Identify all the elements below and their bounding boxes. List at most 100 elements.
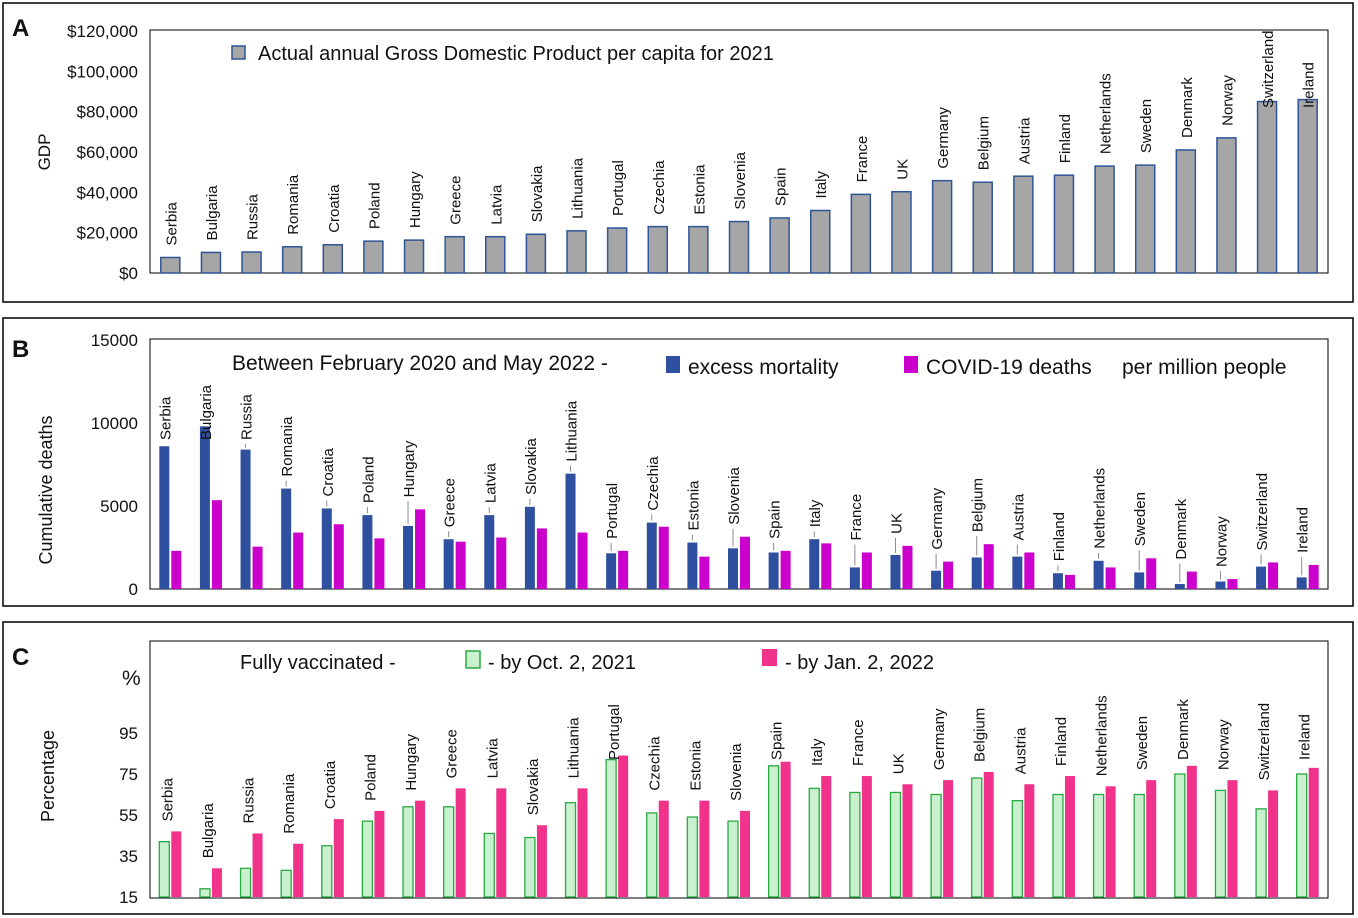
panel-b-legend-label-excess: excess mortality — [688, 356, 839, 379]
panel-a-label-serbia: Serbia — [163, 201, 180, 245]
vaccinated-oct-2021-bar-bulgaria — [199, 888, 211, 898]
vaccinated-jan-2022-bar-denmark — [1186, 765, 1197, 897]
panel-a-legend-label: Actual annual Gross Domestic Product per… — [258, 43, 774, 65]
panel-c-legend-label-jan: - by Jan. 2, 2022 — [785, 652, 934, 674]
panel-a-gdp-chart: A GDP Actual annual Gross Domestic Produ… — [2, 2, 1354, 303]
vaccinated-jan-2022-bar-italy — [821, 776, 832, 897]
vaccinated-oct-2021-bar-serbia — [158, 841, 170, 898]
panel-a-letter: A — [12, 15, 29, 42]
vaccinated-oct-2021-bar-croatia — [321, 845, 333, 898]
excess-mortality-bar-slovenia — [728, 548, 738, 589]
gdp-bar-russia — [241, 251, 262, 274]
excess-mortality-bar-lithuania — [565, 473, 576, 589]
panel-c-vaccination-chart: C Percentage % Fully vaccinated - - by O… — [2, 621, 1354, 915]
gdp-bar-france — [850, 193, 872, 274]
panel-b-label-croatia: Croatia — [320, 447, 337, 496]
gdp-bar-greece — [444, 235, 465, 274]
vaccinated-jan-2022-bar-finland — [1064, 776, 1075, 897]
panel-c-label-finland: Finland — [1053, 717, 1070, 766]
vaccinated-jan-2022-bar-bulgaria — [211, 868, 222, 897]
covid-deaths-bar-slovakia — [536, 528, 547, 589]
panel-b-label-switzerland: Switzerland — [1254, 473, 1271, 551]
panel-a-label-germany: Germany — [935, 106, 952, 168]
vaccinated-jan-2022-bar-czechia — [658, 800, 669, 897]
covid-deaths-bar-poland — [374, 538, 385, 589]
panel-c-country-labels: Serbia Bulgaria Russia Romania Croatia Poland… — [159, 695, 1313, 858]
panel-c-label-czechia: Czechia — [647, 736, 664, 791]
excess-mortality-bar-belgium — [971, 557, 982, 589]
panel-a-label-estonia: Estonia — [691, 164, 708, 215]
panel-c-label-norway: Norway — [1215, 719, 1232, 770]
excess-mortality-bar-france — [849, 567, 860, 589]
gdp-bar-serbia — [160, 256, 181, 274]
panel-a-frame — [2, 2, 1354, 303]
gdp-bar-slovakia — [525, 233, 547, 274]
panel-c-letter: C — [12, 644, 29, 671]
excess-mortality-bar-netherlands — [1093, 560, 1104, 589]
panel-a-country-labels: Serbia Bulgaria Russia Romania Croatia Poland… — [163, 30, 1317, 245]
panel-a-label-lithuania: Lithuania — [570, 157, 587, 219]
gdp-bar-austria — [1013, 175, 1034, 274]
covid-deaths-bar-italy — [821, 543, 832, 589]
covid-deaths-bar-bulgaria — [211, 500, 222, 589]
panel-a-label-bulgaria: Bulgaria — [204, 185, 221, 241]
panel-c-y-tick-label: 35 — [119, 847, 138, 866]
panel-a-label-croatia: Croatia — [326, 184, 343, 233]
excess-mortality-bar-finland — [1052, 573, 1063, 589]
panel-a-label-austria: Austria — [1016, 117, 1033, 164]
panel-c-label-spain: Spain — [769, 722, 786, 760]
vaccinated-oct-2021-bar-hungary — [402, 806, 414, 898]
panel-b-label-uk: UK — [888, 513, 905, 534]
panel-b-label-bulgaria: Bulgaria — [198, 384, 215, 440]
covid-deaths-bar-sweden — [1146, 558, 1157, 589]
vaccinated-jan-2022-bar-france — [861, 776, 872, 897]
panel-b-bars — [159, 426, 1319, 589]
panel-a-label-finland: Finland — [1057, 114, 1074, 163]
panel-a-label-czechia: Czechia — [651, 160, 668, 215]
panel-a-y-tick-label: $80,000 — [77, 103, 138, 122]
panel-c-label-slovenia: Slovenia — [728, 743, 745, 801]
covid-deaths-bar-spain — [780, 550, 791, 589]
panel-a-label-sweden: Sweden — [1138, 99, 1155, 153]
vaccinated-jan-2022-bar-ireland — [1308, 767, 1319, 897]
panel-a-label-belgium: Belgium — [976, 116, 993, 170]
vaccinated-jan-2022-bar-switzerland — [1268, 790, 1279, 897]
gdp-bar-latvia — [485, 235, 506, 274]
gdp-bar-estonia — [688, 225, 709, 274]
excess-mortality-bar-austria — [1012, 556, 1023, 589]
panel-c-label-uk: UK — [890, 753, 907, 774]
panel-b-label-ireland: Ireland — [1295, 507, 1312, 553]
excess-mortality-bar-bulgaria — [199, 426, 210, 589]
vaccinated-oct-2021-bar-ireland — [1296, 773, 1308, 898]
panel-a-y-ticks: $0 $20,000 $40,000 $60,000 $80,000 $100,000 $1… — [67, 22, 138, 283]
panel-b-label-estonia: Estonia — [685, 480, 702, 531]
gdp-bar-portugal — [606, 227, 628, 274]
excess-mortality-bar-russia — [240, 449, 251, 589]
panel-b-country-labels: Serbia Bulgaria Russia Romania Croatia Poland… — [157, 384, 1312, 583]
vaccinated-oct-2021-bar-belgium — [971, 777, 983, 898]
excess-mortality-bar-uk — [890, 554, 901, 589]
panel-b-label-czechia: Czechia — [645, 456, 662, 511]
excess-mortality-bar-ireland — [1296, 577, 1307, 589]
vaccinated-jan-2022-bar-germany — [943, 780, 954, 897]
covid-deaths-bar-hungary — [415, 509, 426, 589]
gdp-bar-italy — [809, 209, 831, 274]
vaccinated-oct-2021-bar-estonia — [686, 816, 699, 898]
panel-a-label-norway: Norway — [1219, 75, 1236, 126]
panel-c-label-france: France — [850, 719, 867, 766]
excess-mortality-bar-estonia — [687, 542, 698, 589]
panel-c-label-italy: Italy — [809, 738, 826, 766]
panel-b-legend-swatch-excess — [666, 356, 680, 373]
panel-c-label-estonia: Estonia — [687, 740, 704, 791]
panel-a-y-tick-label: $40,000 — [77, 183, 138, 202]
panel-b-y-tick-label: 10000 — [91, 414, 138, 433]
excess-mortality-bar-slovakia — [524, 506, 535, 589]
covid-deaths-bar-romania — [293, 532, 304, 589]
vaccinated-jan-2022-bar-serbia — [171, 831, 182, 897]
vaccinated-oct-2021-bar-austria — [1011, 800, 1023, 898]
panel-c-label-hungary: Hungary — [403, 733, 420, 790]
panel-c-y-tick-label: 95 — [119, 724, 138, 743]
covid-deaths-bar-netherlands — [1105, 567, 1116, 589]
vaccinated-oct-2021-bar-spain — [767, 765, 780, 898]
panel-b-label-france: France — [848, 494, 865, 541]
